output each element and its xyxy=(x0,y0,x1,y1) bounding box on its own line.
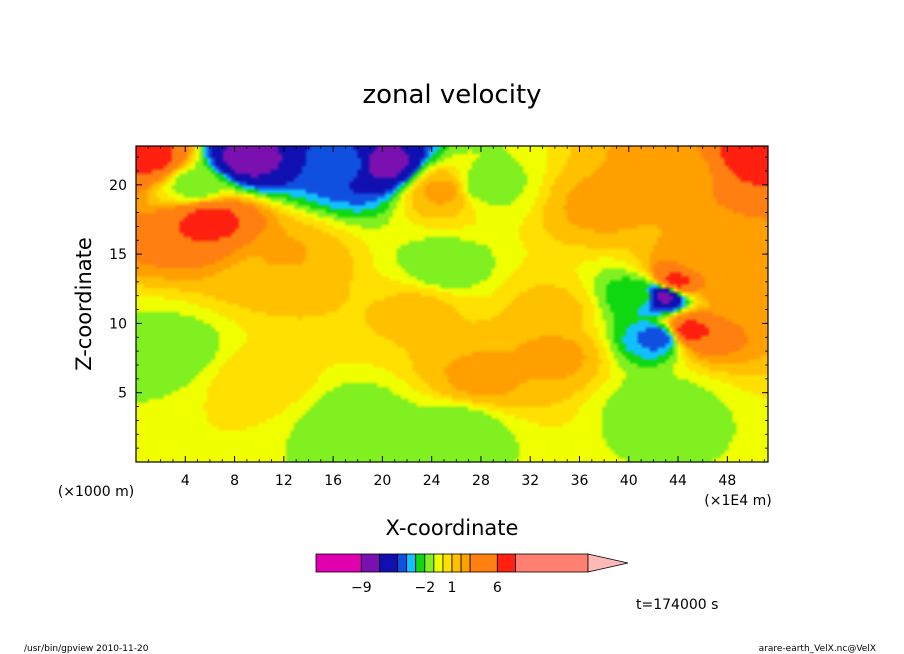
y-axis-unit: (×1000 m) xyxy=(58,484,134,500)
y-tick-label: 5 xyxy=(118,386,127,402)
colorbar-tick-label: −9 xyxy=(351,580,372,596)
x-tick-label: 36 xyxy=(571,473,589,489)
colorbar-tick-label: −2 xyxy=(414,580,435,596)
colorbar-segment xyxy=(515,553,589,573)
x-tick-label: 24 xyxy=(423,473,441,489)
colorbar-segment xyxy=(360,553,380,573)
chart-title: zonal velocity xyxy=(362,80,541,110)
colorbar-segment xyxy=(315,553,362,573)
x-tick-label: 40 xyxy=(620,473,638,489)
colorbar-segment xyxy=(379,553,399,573)
y-tick-label: 15 xyxy=(109,247,127,263)
x-axis-label: X-coordinate xyxy=(386,516,519,540)
colorbar-tick-label: 1 xyxy=(448,580,457,596)
colorbar-segment xyxy=(496,553,516,573)
y-tick-label: 20 xyxy=(109,178,127,194)
plot-frame xyxy=(135,145,769,463)
colorbar-segment xyxy=(433,553,444,573)
colorbar-segment xyxy=(415,553,426,573)
y-axis-label: Z-coordinate xyxy=(72,237,96,371)
time-label: t=174000 s xyxy=(636,597,718,613)
x-tick-label: 44 xyxy=(669,473,687,489)
x-tick-label: 28 xyxy=(472,473,490,489)
y-tick-label: 10 xyxy=(109,316,127,332)
colorbar-segment xyxy=(451,553,462,573)
velocity-field-image xyxy=(136,146,768,462)
x-axis-ticks: 4 8 12 16 20 24 28 32 36 40 44 48 xyxy=(147,146,765,489)
y-axis-ticks: 5 10 15 20 xyxy=(109,156,768,449)
colorbar-segment xyxy=(442,553,453,573)
x-tick-label: 4 xyxy=(181,473,190,489)
footer-left: /usr/bin/gpview 2010-11-20 xyxy=(24,644,149,654)
x-tick-label: 16 xyxy=(324,473,342,489)
colorbar-segment xyxy=(397,553,408,573)
x-tick-label: 20 xyxy=(373,473,391,489)
x-tick-label: 48 xyxy=(718,473,736,489)
x-tick-label: 8 xyxy=(230,473,239,489)
footer-right: arare-earth_VelX.nc@VelX xyxy=(759,644,876,654)
colorbar-extend-arrow xyxy=(587,553,629,573)
colorbar-segment xyxy=(469,553,498,573)
x-tick-label: 32 xyxy=(521,473,539,489)
x-axis-unit: (×1E4 m) xyxy=(704,493,771,509)
colorbar-segment xyxy=(406,553,417,573)
colorbar-segment xyxy=(460,553,471,573)
colorbar-tick-label: 6 xyxy=(493,580,502,596)
colorbar-segment xyxy=(424,553,435,573)
colorbar: −9 −2 1 6 xyxy=(315,553,629,596)
x-tick-label: 12 xyxy=(275,473,293,489)
